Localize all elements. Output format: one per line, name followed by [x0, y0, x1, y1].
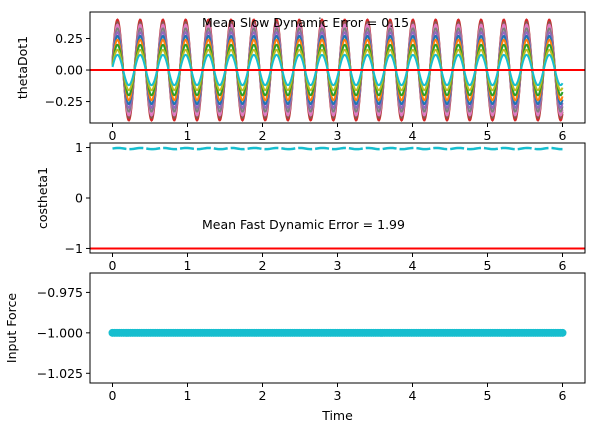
- x-tick-label: 3: [334, 258, 342, 273]
- y-tick-label: 1: [75, 140, 83, 155]
- x-tick-label: 0: [109, 128, 117, 143]
- chart-annotation: Mean Slow Dynamic Error = 0.15: [202, 15, 409, 30]
- tick-group: 0 1 2 3 4 5 6 1 0 −1: [65, 140, 567, 273]
- x-tick-label: 5: [484, 258, 492, 273]
- y-tick-label: 0.00: [55, 63, 83, 78]
- plot-content: [108, 328, 567, 337]
- x-tick-label: 4: [409, 388, 417, 403]
- x-tick-label: 5: [484, 128, 492, 143]
- clipped-plot: [90, 146, 585, 250]
- tick-group: 0 1 2 3 4 5 6 0.25 0.00 −0.25: [45, 31, 567, 143]
- y-axis-label: thetaDot1: [15, 36, 30, 99]
- subplot-input-force: 0 1 2 3 4 5 6 −0.975 −1.000 −1.025 Input Force Ti…: [4, 272, 586, 423]
- series-line: [111, 53, 564, 87]
- x-axis-label: Time: [321, 408, 353, 423]
- subplot-costheta1: 0 1 2 3 4 5 6 1 0 −1 costheta1 Mean Fast Dynamic …: [35, 140, 586, 273]
- y-tick-label: 0.25: [55, 31, 83, 46]
- x-tick-label: 2: [259, 388, 267, 403]
- series-line: [112, 146, 563, 151]
- data-point: [558, 328, 567, 337]
- y-tick-label: −1.025: [37, 366, 83, 381]
- subplot-thetadot1: 0 1 2 3 4 5 6 0.25 0.00 −0.25 thetaDot1 Mean Slow…: [15, 11, 586, 143]
- x-tick-label: 1: [184, 128, 192, 143]
- x-tick-label: 5: [484, 388, 492, 403]
- clipped-plot: [108, 328, 567, 337]
- x-tick-label: 6: [559, 128, 567, 143]
- y-axis-label: Input Force: [4, 293, 19, 363]
- chart-annotation: Mean Fast Dynamic Error = 1.99: [202, 217, 405, 232]
- x-tick-label: 4: [409, 128, 417, 143]
- y-tick-label: −1.000: [37, 325, 83, 340]
- plot-content: [90, 18, 585, 122]
- x-tick-label: 0: [109, 388, 117, 403]
- x-tick-label: 6: [559, 258, 567, 273]
- x-tick-label: 6: [559, 388, 567, 403]
- y-tick-label: 0: [75, 191, 83, 206]
- x-tick-label: 4: [409, 258, 417, 273]
- y-tick-label: −0.975: [37, 285, 83, 300]
- plot-content: [90, 146, 585, 250]
- x-tick-label: 2: [259, 258, 267, 273]
- x-tick-label: 3: [334, 388, 342, 403]
- y-axis-label: costheta1: [35, 167, 50, 229]
- x-tick-label: 1: [184, 388, 192, 403]
- x-tick-label: 1: [184, 258, 192, 273]
- y-tick-label: −0.25: [45, 94, 83, 109]
- clipped-plot: [90, 18, 585, 122]
- tick-group: 0 1 2 3 4 5 6 −0.975 −1.000 −1.025: [37, 285, 567, 403]
- y-tick-label: −1: [65, 241, 83, 256]
- x-tick-label: 2: [259, 128, 267, 143]
- x-tick-label: 3: [334, 128, 342, 143]
- x-tick-label: 0: [109, 258, 117, 273]
